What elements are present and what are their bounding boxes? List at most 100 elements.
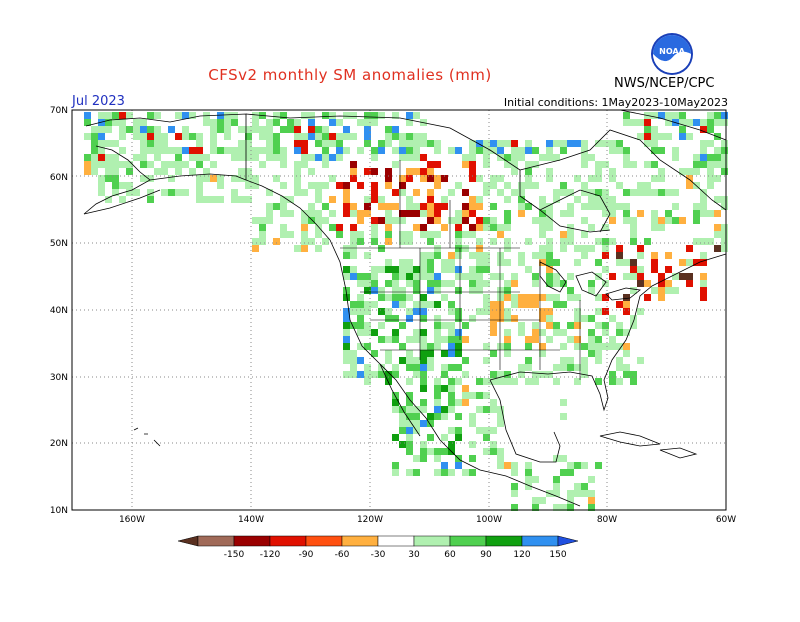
anomaly-cell <box>581 245 588 252</box>
anomaly-cell <box>546 210 553 217</box>
anomaly-cell <box>560 399 567 406</box>
anomaly-cell <box>259 231 266 238</box>
anomaly-cell <box>280 161 287 168</box>
anomaly-cell <box>140 140 147 147</box>
anomaly-cell <box>462 210 469 217</box>
anomaly-cell <box>427 413 434 420</box>
anomaly-cell <box>329 224 336 231</box>
anomaly-cell <box>504 224 511 231</box>
anomaly-cell <box>364 168 371 175</box>
anomaly-cell <box>427 196 434 203</box>
anomaly-cell <box>322 161 329 168</box>
anomaly-cell <box>455 399 462 406</box>
anomaly-cell <box>511 189 518 196</box>
anomaly-cell <box>651 175 658 182</box>
anomaly-cell <box>203 119 210 126</box>
anomaly-cell <box>518 189 525 196</box>
anomaly-cell <box>315 224 322 231</box>
anomaly-cell <box>483 259 490 266</box>
anomaly-cell <box>560 231 567 238</box>
anomaly-cell <box>693 210 700 217</box>
anomaly-cell <box>385 203 392 210</box>
anomaly-cell <box>469 455 476 462</box>
anomaly-cell <box>651 224 658 231</box>
anomaly-cell <box>686 175 693 182</box>
anomaly-cell <box>434 217 441 224</box>
anomaly-cell <box>462 273 469 280</box>
anomaly-cell <box>399 189 406 196</box>
anomaly-cell <box>553 504 560 511</box>
anomaly-cell <box>630 119 637 126</box>
anomaly-cell <box>385 133 392 140</box>
anomaly-cell <box>448 350 455 357</box>
anomaly-cell <box>462 385 469 392</box>
anomaly-cell <box>280 112 287 119</box>
anomaly-cell <box>343 350 350 357</box>
anomaly-cell <box>406 448 413 455</box>
anomaly-cell <box>644 161 651 168</box>
anomaly-cell <box>140 175 147 182</box>
anomaly-cell <box>714 175 721 182</box>
anomaly-cell <box>665 287 672 294</box>
anomaly-cell <box>168 175 175 182</box>
anomaly-cell <box>616 364 623 371</box>
anomaly-cell <box>406 280 413 287</box>
anomaly-cell <box>413 301 420 308</box>
anomaly-cell <box>532 217 539 224</box>
lon-label: 80W <box>597 515 617 525</box>
anomaly-cell <box>357 238 364 245</box>
anomaly-cell <box>490 308 497 315</box>
anomaly-cell <box>147 140 154 147</box>
anomaly-cell <box>511 140 518 147</box>
anomaly-cell <box>658 224 665 231</box>
anomaly-cell <box>413 329 420 336</box>
anomaly-cell <box>280 231 287 238</box>
anomaly-cell <box>273 203 280 210</box>
anomaly-cell <box>497 189 504 196</box>
anomaly-cell <box>385 315 392 322</box>
anomaly-cell <box>371 350 378 357</box>
anomaly-cell <box>182 133 189 140</box>
anomaly-cell <box>546 245 553 252</box>
anomaly-cell <box>567 504 574 511</box>
anomaly-cell <box>679 168 686 175</box>
anomaly-cell <box>532 147 539 154</box>
anomaly-cell <box>350 266 357 273</box>
anomaly-cell <box>469 161 476 168</box>
anomaly-cell <box>693 119 700 126</box>
anomaly-cell <box>385 182 392 189</box>
anomaly-cell <box>413 112 420 119</box>
anomaly-cell <box>490 182 497 189</box>
anomaly-cell <box>301 140 308 147</box>
anomaly-cell <box>399 140 406 147</box>
anomaly-cell <box>574 308 581 315</box>
anomaly-cell <box>700 252 707 259</box>
anomaly-cell <box>413 210 420 217</box>
anomaly-cell <box>707 126 714 133</box>
anomaly-cell <box>413 133 420 140</box>
anomaly-cell <box>623 273 630 280</box>
anomaly-cell <box>140 147 147 154</box>
anomaly-cell <box>322 238 329 245</box>
anomaly-cell <box>413 224 420 231</box>
anomaly-cell <box>497 231 504 238</box>
anomaly-cell <box>420 203 427 210</box>
anomaly-cell <box>595 350 602 357</box>
anomaly-cell <box>343 133 350 140</box>
anomaly-cell <box>301 161 308 168</box>
anomaly-cell <box>525 357 532 364</box>
anomaly-cell <box>455 147 462 154</box>
anomaly-cell <box>427 448 434 455</box>
anomaly-cell <box>686 182 693 189</box>
anomaly-cell <box>252 217 259 224</box>
anomaly-cell <box>378 245 385 252</box>
anomaly-cell <box>483 434 490 441</box>
anomaly-cell <box>266 210 273 217</box>
anomaly-cell <box>574 490 581 497</box>
anomaly-cell <box>700 161 707 168</box>
anomaly-cell <box>532 476 539 483</box>
colorbar-tick-label: -90 <box>299 550 314 560</box>
colorbar-bin <box>233 535 271 547</box>
anomaly-cell <box>609 336 616 343</box>
anomaly-cell <box>497 406 504 413</box>
